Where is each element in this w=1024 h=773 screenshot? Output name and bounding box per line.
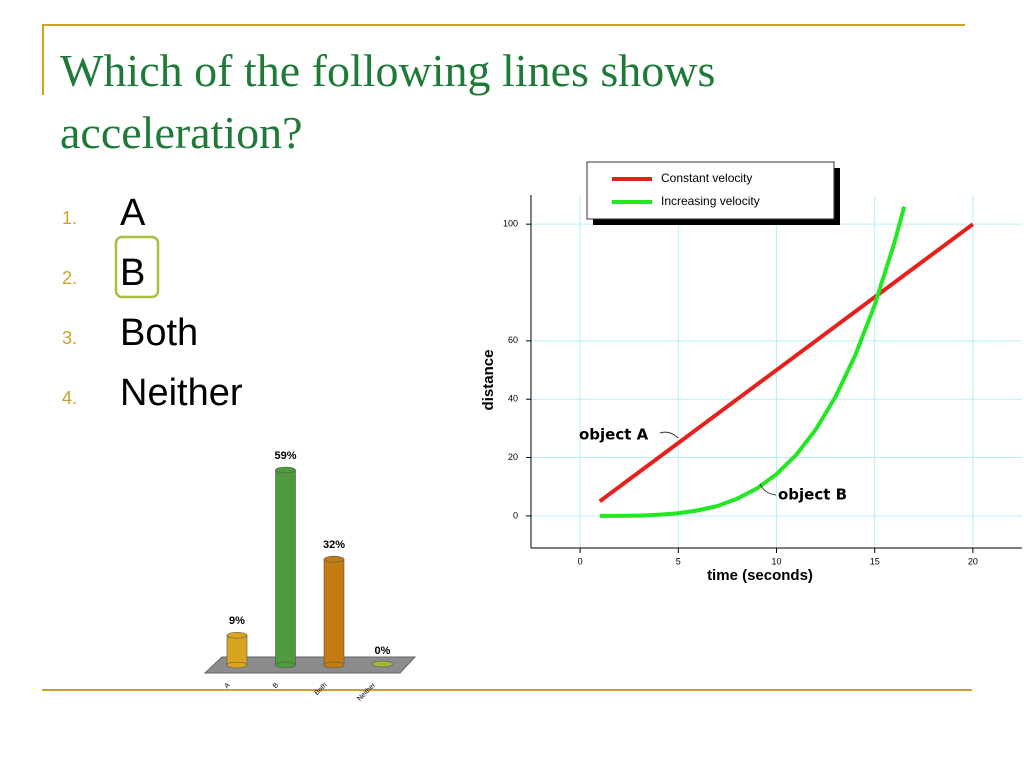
x-tick-label: 0 [578,556,583,566]
x-tick-label: 10 [771,556,781,566]
list-number: 4. [62,388,77,408]
answer-highlight [114,235,160,299]
category-label: Neither [356,681,377,702]
slide-title: Which of the following lines shows accel… [60,45,716,158]
category-label: A [223,682,231,690]
list-text: B [120,252,145,294]
list-number: 1. [62,208,77,228]
bar [226,634,248,666]
floor [203,656,417,674]
line-chart: 0 5 10 15 20 0 20 40 60 100 time (seconds) distance… [480,161,1022,584]
bar [323,558,345,666]
value-label: 9% [229,615,245,627]
y-tick-label: 100 [503,219,518,229]
bar [372,660,393,668]
list-number: 3. [62,328,77,348]
y-tick-label: 0 [513,510,518,520]
x-tick-label: 20 [968,556,978,566]
bar-bottom [323,661,345,669]
legend-label: Constant velocity [661,171,752,185]
list-number: 2. [62,268,77,288]
bar-top [226,631,248,639]
annotation-arrow [659,431,679,439]
list-text: Neither [120,372,243,414]
legend-label: Increasing velocity [661,194,760,208]
annotation: object A [579,426,649,444]
title-box: Which of the following lines shows accel… [60,45,716,158]
annotation: object B [778,486,847,504]
value-label: 0% [375,645,391,657]
value-label: 32% [323,539,345,551]
list-text: A [120,192,146,234]
x-axis-label: time (seconds) [707,567,813,584]
bar-bottom [275,661,296,669]
bar-top [275,466,296,474]
legend [586,161,835,220]
y-tick-label: 60 [508,335,518,345]
x-tick-label: 5 [676,556,681,566]
series-line [598,222,975,503]
bar [275,469,296,666]
series-line [599,206,907,518]
bar-top [323,555,345,563]
value-label: 59% [274,450,296,462]
y-axis-label: distance [480,350,497,411]
annotation-arrow [759,483,777,496]
y-tick-label: 20 [508,452,518,462]
list-text: Both [120,312,198,354]
category-label: B [272,682,280,690]
y-tick-label: 40 [508,394,518,404]
x-tick-label: 15 [870,556,880,566]
bar-bottom [226,661,248,669]
